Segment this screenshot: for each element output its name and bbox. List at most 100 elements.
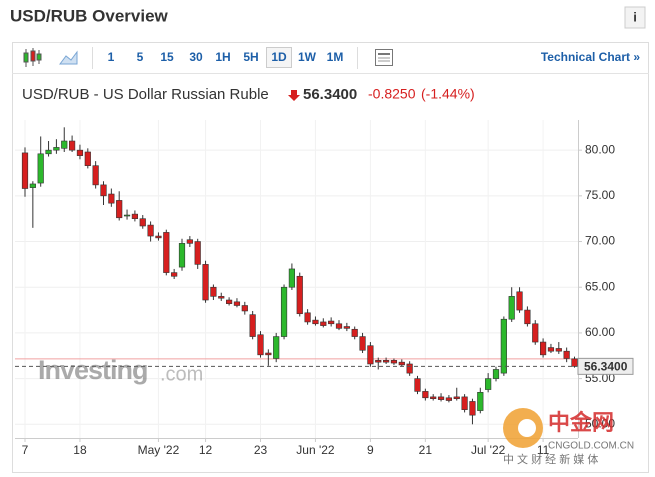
candle-body: [406, 363, 413, 374]
interval-button[interactable]: 5: [137, 50, 144, 64]
info-button[interactable]: [624, 6, 646, 29]
candle-body: [296, 275, 303, 315]
x-tick-label: 21: [419, 443, 433, 457]
x-tick-label: 12: [199, 443, 213, 457]
candle-body: [29, 183, 36, 188]
candle-body: [210, 286, 217, 297]
candle-body: [414, 378, 421, 392]
interval-button[interactable]: 1D: [271, 50, 287, 64]
candle-body: [100, 184, 107, 197]
candle-body: [375, 360, 382, 363]
instrument-name: USD/RUB - US Dollar Russian Ruble: [22, 86, 269, 103]
y-tick-label: 75.00: [585, 188, 615, 202]
y-tick-label: 70.00: [585, 234, 615, 248]
panel: [12, 42, 649, 473]
watermark-text: 中金网: [548, 410, 614, 435]
interval-button[interactable]: 1H: [215, 50, 230, 64]
candle-body: [453, 396, 460, 400]
x-tick-label: Jul '22: [471, 443, 506, 457]
candle-body: [367, 345, 374, 365]
x-tick-label: May '22: [138, 443, 180, 457]
candle-body: [139, 218, 146, 227]
interval-button[interactable]: 1: [108, 50, 115, 64]
candle-body: [555, 348, 562, 352]
candle-body: [171, 272, 178, 277]
candle-body: [477, 392, 484, 411]
candle-body: [312, 319, 319, 325]
candle-body: [273, 336, 280, 359]
last-price-box: [577, 357, 634, 375]
candle-body: [571, 358, 578, 367]
candle-body: [461, 396, 468, 410]
x-tick-label: 23: [254, 443, 268, 457]
candle-body: [147, 224, 154, 237]
candle-body: [45, 149, 52, 155]
candle-body: [84, 151, 91, 166]
candle-body: [178, 243, 186, 268]
watermark-text: Investing: [38, 355, 148, 385]
candle-body: [508, 296, 515, 320]
candle-body: [288, 268, 296, 288]
candle-body: [351, 328, 358, 337]
x-tick-label: 18: [73, 443, 87, 457]
candle-body: [37, 153, 44, 184]
info-icon[interactable]: i: [633, 9, 637, 24]
table-icon[interactable]: [375, 49, 393, 66]
candle-body: [249, 314, 256, 337]
candle-body: [304, 312, 311, 323]
candle-body: [163, 232, 170, 273]
change: -0.8250: [368, 86, 416, 102]
candle-body: [69, 140, 76, 151]
price: 56.3400: [303, 86, 357, 103]
interval-button[interactable]: 30: [189, 50, 203, 64]
candle-body: [539, 341, 547, 356]
candle-body: [382, 360, 390, 363]
candle-body: [343, 326, 350, 329]
candle-body: [241, 305, 248, 312]
candle-body: [265, 352, 272, 356]
candle-body: [202, 264, 209, 301]
candle-body: [218, 296, 225, 299]
candle-body: [422, 391, 429, 399]
watermark-text: 中 文 财 经 新 媒 体: [503, 452, 598, 466]
y-tick-label: 60.00: [585, 325, 615, 339]
candle-body: [445, 397, 453, 401]
y-tick-label: 80.00: [585, 142, 615, 156]
technical-chart-link[interactable]: Technical Chart »: [541, 50, 640, 64]
candle-body: [335, 323, 343, 329]
candle-body: [194, 241, 201, 265]
candle-body: [108, 193, 115, 204]
candle-icon[interactable]: [23, 48, 42, 67]
candle-body: [53, 147, 60, 151]
last-price-label: 56.3400: [584, 360, 628, 374]
candle-body: [359, 336, 366, 351]
candle-body: [257, 334, 264, 356]
y-tick-label: 50.00: [585, 416, 615, 430]
candle-body: [280, 286, 288, 337]
interval-selected[interactable]: [266, 47, 292, 68]
candle-body: [390, 360, 398, 364]
interval-button[interactable]: 5H: [243, 50, 258, 64]
area-icon[interactable]: [59, 50, 78, 65]
candle-body: [532, 323, 539, 343]
candle-body: [524, 309, 531, 325]
watermark-text: .com: [160, 363, 203, 385]
candle-body: [500, 318, 507, 374]
candle-body: [485, 378, 492, 390]
interval-button[interactable]: 1M: [327, 50, 344, 64]
interval-button[interactable]: 1W: [298, 50, 317, 64]
y-tick-label: 65.00: [585, 279, 615, 293]
x-tick-label: 11: [537, 443, 550, 457]
candle-body: [430, 396, 437, 400]
candle-body: [226, 299, 233, 304]
candle-body: [116, 200, 123, 219]
candle-body: [547, 347, 555, 352]
candle-body: [320, 321, 327, 326]
candle-body: [61, 140, 68, 149]
interval-button[interactable]: 15: [160, 50, 174, 64]
watermark-text: CNGOLD.COM.CN: [548, 441, 634, 452]
candle-body: [76, 149, 84, 156]
